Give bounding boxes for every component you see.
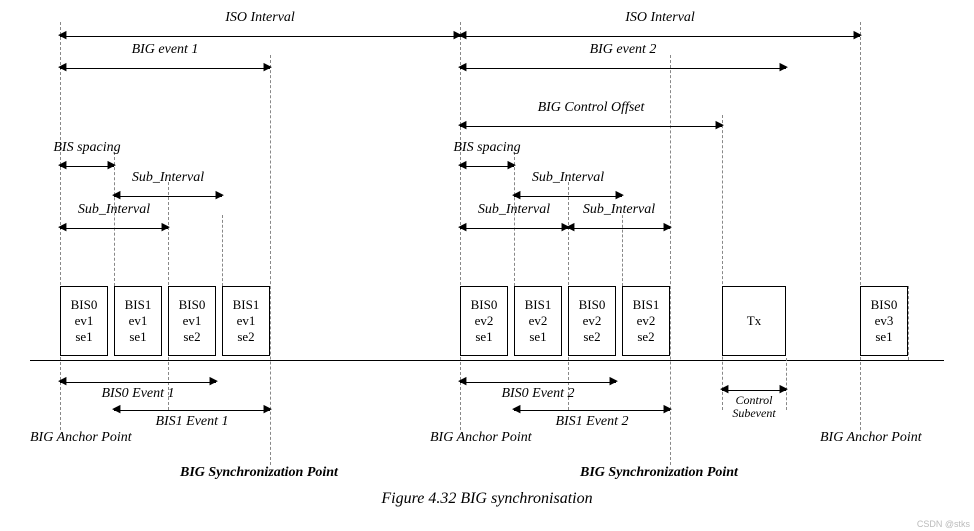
anchor-point-label: BIG Anchor Point [430,430,532,446]
interval-label: Sub_Interval [108,170,228,186]
interval-span: ◀▶ [60,220,168,236]
timeline-block: BIS1ev2se1 [514,286,562,356]
interval-label: BIS1 Event 2 [514,414,670,430]
interval-label: BIG Control Offset [460,100,722,116]
interval-label: BIG event 1 [60,42,270,58]
timeline-block: BIS0ev1se1 [60,286,108,356]
timeline-block: BIS1ev2se2 [622,286,670,356]
anchor-point-label: BIG Anchor Point [30,430,132,446]
timeline-block: BIS0ev2se2 [568,286,616,356]
guideline [222,215,223,286]
interval-label: Control Subevent [714,394,794,420]
interval-label: Sub_Interval [559,202,679,218]
interval-label: BIS0 Event 1 [60,386,216,402]
interval-label: Sub_Interval [454,202,574,218]
interval-span: ◀▶ [60,158,114,174]
interval-span: ◀▶ [460,158,514,174]
interval-label: BIG event 2 [460,42,786,58]
interval-label: ISO Interval [60,10,460,26]
timeline-block: BIS0ev1se2 [168,286,216,356]
sync-point-label: BIG Synchronization Point [180,465,338,481]
interval-label: BIS spacing [27,140,147,156]
interval-label: BIS1 Event 1 [114,414,270,430]
interval-span: ◀▶ [460,60,786,76]
big-sync-diagram: BIS0ev1se1BIS1ev1se1BIS0ev1se2BIS1ev1se2… [30,10,944,500]
interval-span: ◀▶ [460,220,568,236]
interval-span: ◀▶ [568,220,670,236]
timeline-block: Tx [722,286,786,356]
interval-label: Sub_Interval [54,202,174,218]
timeline-block: BIS0ev3se1 [860,286,908,356]
guideline [860,22,861,430]
guideline [722,115,723,410]
guideline [908,286,909,360]
timeline-block: BIS1ev1se2 [222,286,270,356]
interval-label: Sub_Interval [508,170,628,186]
interval-span: ◀▶ [460,118,722,134]
interval-span: ◀▶ [60,60,270,76]
sync-point-label: BIG Synchronization Point [580,465,738,481]
interval-label: BIS0 Event 2 [460,386,616,402]
watermark: CSDN @stks [917,519,970,529]
interval-label: BIS spacing [427,140,547,156]
timeline-block: BIS0ev2se1 [460,286,508,356]
anchor-point-label: BIG Anchor Point [820,430,922,446]
interval-label: ISO Interval [460,10,860,26]
timeline-block: BIS1ev1se1 [114,286,162,356]
figure-caption: Figure 4.32 BIG synchronisation [30,490,944,508]
